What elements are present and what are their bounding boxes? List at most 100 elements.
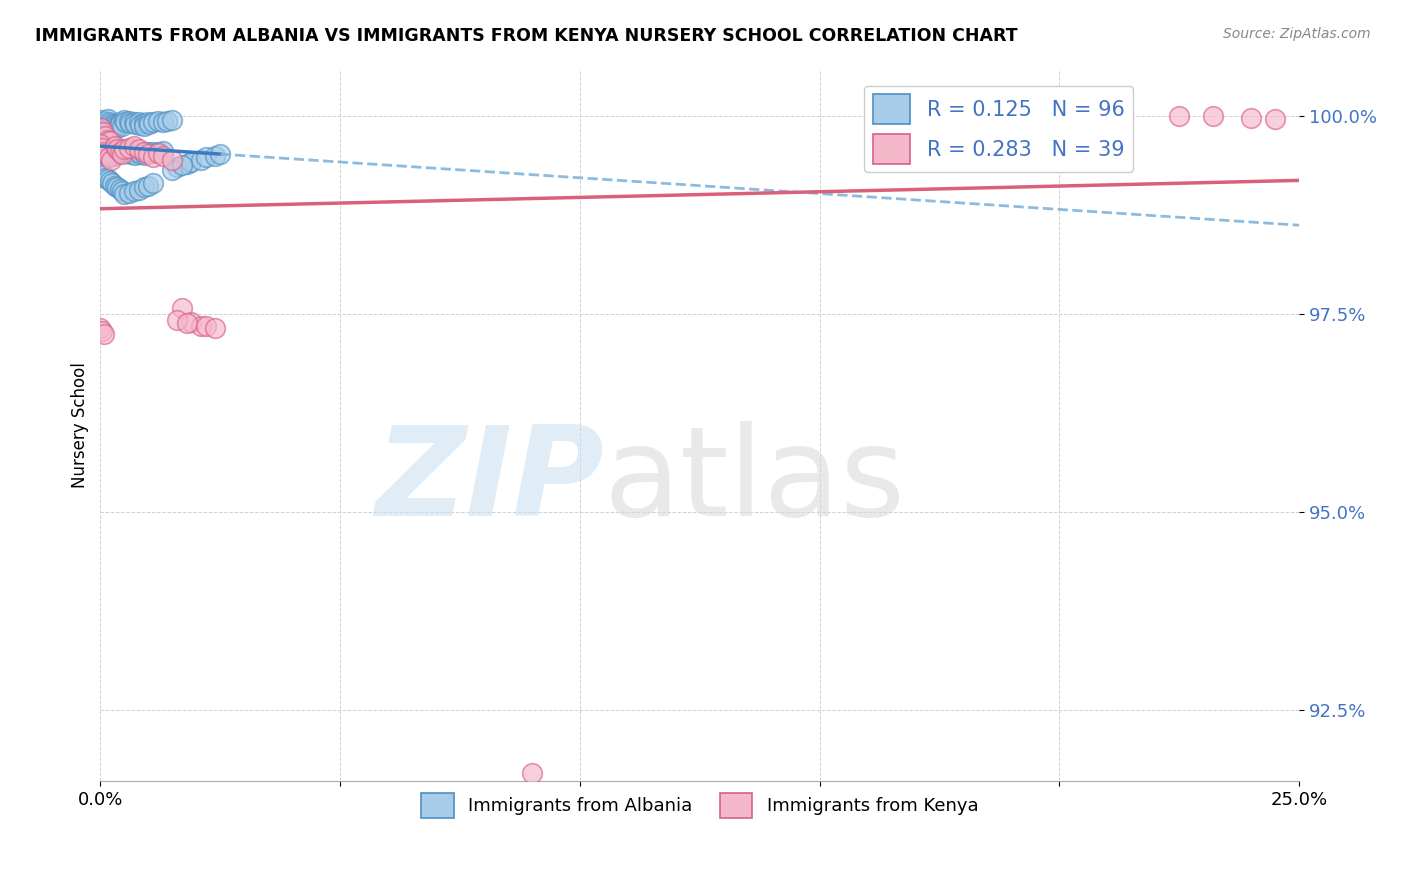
Point (104, 119, 127, 133)
Point (100, 120, 122, 134)
Point (170, 158, 193, 172)
Point (129, 147, 152, 161)
Point (98, 117, 121, 131)
Point (112, 144, 135, 158)
Point (162, 162, 184, 177)
Point (122, 184, 145, 198)
Point (112, 186, 135, 201)
Point (136, 147, 159, 161)
Point (108, 145, 131, 159)
Point (176, 317, 198, 331)
Point (120, 147, 142, 161)
Point (166, 161, 188, 175)
Point (134, 148, 156, 162)
Point (90, 166, 112, 180)
Point (1264, 112, 1286, 127)
Point (94, 120, 117, 135)
Text: Source: ZipAtlas.com: Source: ZipAtlas.com (1223, 27, 1371, 41)
Point (100, 153, 122, 167)
Point (94, 145, 117, 160)
Point (124, 148, 146, 162)
Point (89, 164, 111, 178)
Point (96, 172, 118, 186)
Point (162, 113, 184, 128)
Point (107, 147, 129, 161)
Point (1202, 109, 1225, 123)
Point (1168, 109, 1191, 123)
Point (104, 178, 127, 193)
Point (90, 141, 112, 155)
Point (118, 113, 141, 128)
Point (91, 169, 114, 183)
Point (91, 144, 114, 158)
Point (91, 324, 114, 338)
Point (108, 114, 131, 128)
Point (194, 318, 217, 333)
Point (122, 139, 145, 153)
Point (142, 150, 165, 164)
Point (194, 150, 217, 164)
Point (114, 146, 136, 161)
Point (180, 155, 202, 169)
Point (111, 184, 134, 198)
Point (93, 326, 115, 341)
Point (93, 115, 115, 129)
Point (142, 145, 165, 160)
Point (118, 145, 141, 159)
Point (128, 118, 150, 132)
Point (98, 145, 121, 159)
Point (110, 145, 132, 160)
Point (128, 145, 150, 159)
Point (101, 177, 124, 191)
Point (89, 321, 111, 335)
Point (94, 128, 117, 143)
Point (90, 127, 112, 141)
Point (118, 141, 141, 155)
Point (142, 115, 165, 129)
Point (90, 120, 112, 135)
Point (124, 117, 146, 131)
Point (97, 150, 120, 164)
Point (105, 180, 128, 194)
Point (104, 117, 127, 131)
Point (180, 315, 202, 329)
Point (100, 147, 122, 161)
Point (108, 182, 131, 196)
Point (134, 119, 156, 133)
Text: IMMIGRANTS FROM ALBANIA VS IMMIGRANTS FROM KENYA NURSERY SCHOOL CORRELATION CHAR: IMMIGRANTS FROM ALBANIA VS IMMIGRANTS FR… (35, 27, 1018, 45)
Point (146, 113, 169, 128)
Point (136, 178, 159, 193)
Legend: Immigrants from Albania, Immigrants from Kenya: Immigrants from Albania, Immigrants from… (415, 786, 986, 825)
Point (98, 174, 121, 188)
Point (105, 145, 128, 159)
Point (104, 139, 127, 153)
Point (94, 119, 117, 133)
Point (170, 301, 193, 315)
Point (132, 180, 155, 194)
Point (204, 148, 226, 162)
Point (152, 148, 174, 162)
Point (90, 141, 112, 155)
Point (97, 148, 120, 162)
Point (176, 156, 198, 170)
Point (146, 146, 169, 161)
Point (96, 133, 118, 147)
Point (89, 123, 111, 137)
Text: ZIP: ZIP (375, 421, 603, 542)
Point (98, 114, 121, 128)
Point (93, 134, 115, 148)
Point (1240, 111, 1263, 125)
Point (128, 142, 150, 156)
Point (94, 170, 117, 185)
Point (136, 114, 159, 128)
Point (132, 116, 155, 130)
Y-axis label: Nursery School: Nursery School (72, 362, 89, 488)
Point (122, 145, 145, 160)
Point (98, 134, 121, 148)
Point (162, 153, 184, 167)
Point (111, 147, 134, 161)
Point (166, 313, 188, 327)
Point (108, 143, 131, 157)
Point (90, 142, 112, 156)
Point (93, 145, 115, 159)
